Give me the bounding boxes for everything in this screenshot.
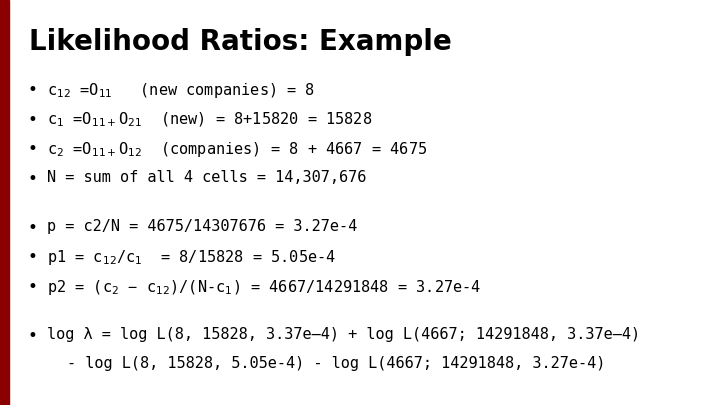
Text: •: • bbox=[27, 111, 37, 128]
Text: •: • bbox=[27, 219, 37, 237]
Text: •: • bbox=[27, 140, 37, 158]
Text: •: • bbox=[27, 170, 37, 188]
Text: •: • bbox=[27, 81, 37, 99]
Text: •: • bbox=[27, 278, 37, 296]
Text: p1 = c$_{12}$/c$_1$  = 8/15828 = 5.05e-4: p1 = c$_{12}$/c$_1$ = 8/15828 = 5.05e-4 bbox=[47, 248, 336, 267]
Text: p = c2/N = 4675/14307676 = 3.27e-4: p = c2/N = 4675/14307676 = 3.27e-4 bbox=[47, 219, 357, 234]
Text: •: • bbox=[27, 327, 37, 345]
Text: log λ = log L(8, 15828, 3.37e–4) + log L(4667; 14291848, 3.37e–4): log λ = log L(8, 15828, 3.37e–4) + log L… bbox=[47, 327, 640, 342]
Text: c$_1$ =O$_{11+}$O$_{21}$  (new) = 8+15820 = 15828: c$_1$ =O$_{11+}$O$_{21}$ (new) = 8+15820… bbox=[47, 111, 372, 129]
Text: c$_{12}$ =O$_{11}$   (new companies) = 8: c$_{12}$ =O$_{11}$ (new companies) = 8 bbox=[47, 81, 315, 100]
Text: N = sum of all 4 cells = 14,307,676: N = sum of all 4 cells = 14,307,676 bbox=[47, 170, 366, 185]
Text: c$_2$ =O$_{11+}$O$_{12}$  (companies) = 8 + 4667 = 4675: c$_2$ =O$_{11+}$O$_{12}$ (companies) = 8… bbox=[47, 140, 427, 159]
Text: - log L(8, 15828, 5.05e-4) - log L(4667; 14291848, 3.27e-4): - log L(8, 15828, 5.05e-4) - log L(4667;… bbox=[67, 356, 606, 371]
Text: •: • bbox=[27, 248, 37, 266]
Text: Likelihood Ratios: Example: Likelihood Ratios: Example bbox=[29, 28, 451, 56]
Text: p2 = (c$_2$ − c$_{12}$)/(N-c$_1$) = 4667/14291848 = 3.27e-4: p2 = (c$_2$ − c$_{12}$)/(N-c$_1$) = 4667… bbox=[47, 278, 481, 297]
